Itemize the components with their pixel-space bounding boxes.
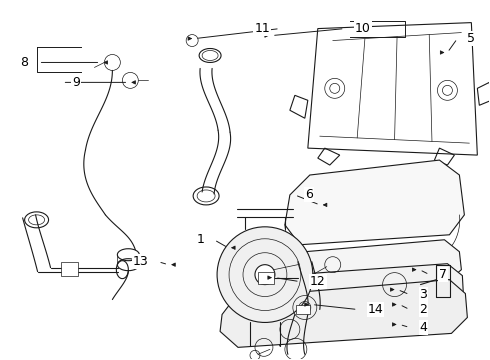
Text: 12: 12 (310, 275, 325, 288)
Text: 7: 7 (440, 268, 447, 281)
Text: 11: 11 (254, 22, 270, 35)
Text: 9: 9 (73, 76, 80, 89)
Text: 10: 10 (355, 22, 370, 35)
Polygon shape (285, 160, 465, 245)
Polygon shape (220, 280, 467, 347)
Bar (258, 272, 274, 284)
Text: 3: 3 (419, 288, 427, 301)
Text: 1: 1 (196, 233, 204, 246)
Bar (296, 305, 310, 315)
Text: 6: 6 (305, 188, 313, 202)
Text: 2: 2 (419, 303, 427, 316)
Text: 5: 5 (467, 32, 475, 45)
Text: 13: 13 (132, 255, 148, 268)
Circle shape (255, 265, 275, 285)
Text: 8: 8 (21, 56, 28, 69)
Text: 14: 14 (368, 303, 383, 316)
Polygon shape (236, 264, 464, 319)
Circle shape (438, 80, 457, 100)
Circle shape (104, 54, 121, 71)
Text: 4: 4 (419, 321, 427, 334)
Bar (61, 262, 78, 276)
Polygon shape (252, 240, 462, 293)
Circle shape (325, 78, 345, 98)
Circle shape (217, 227, 313, 323)
